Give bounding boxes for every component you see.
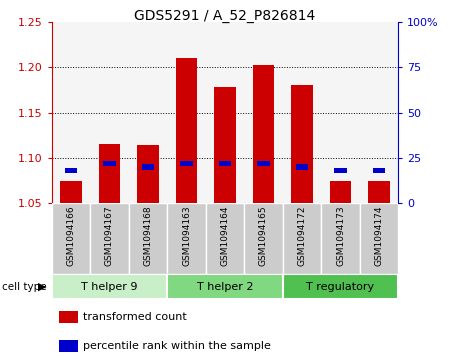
Bar xyxy=(142,164,154,170)
Bar xyxy=(292,85,313,203)
Bar xyxy=(180,160,193,166)
Bar xyxy=(90,22,129,203)
Text: transformed count: transformed count xyxy=(83,312,187,322)
Bar xyxy=(283,203,321,274)
Bar xyxy=(206,203,244,274)
Bar xyxy=(321,203,360,274)
Bar xyxy=(129,22,167,203)
Bar xyxy=(58,340,78,352)
Bar xyxy=(167,22,206,203)
Text: GSM1094168: GSM1094168 xyxy=(144,205,153,266)
Text: GSM1094173: GSM1094173 xyxy=(336,205,345,266)
Text: GSM1094165: GSM1094165 xyxy=(259,205,268,266)
Bar xyxy=(137,145,158,203)
Bar xyxy=(253,65,274,203)
Text: GSM1094166: GSM1094166 xyxy=(67,205,76,266)
Text: T helper 9: T helper 9 xyxy=(81,282,138,292)
Text: percentile rank within the sample: percentile rank within the sample xyxy=(83,341,271,351)
Text: cell type: cell type xyxy=(2,282,47,292)
Bar xyxy=(52,22,90,203)
Bar xyxy=(176,58,197,203)
Bar xyxy=(60,181,81,203)
Bar xyxy=(167,274,283,299)
Bar xyxy=(219,160,231,166)
Bar xyxy=(283,274,398,299)
Bar xyxy=(330,181,351,203)
Bar xyxy=(244,22,283,203)
Text: GSM1094174: GSM1094174 xyxy=(374,205,383,266)
Bar xyxy=(52,203,90,274)
Bar xyxy=(206,22,244,203)
Text: GSM1094167: GSM1094167 xyxy=(105,205,114,266)
Bar xyxy=(360,203,398,274)
Text: T regulatory: T regulatory xyxy=(306,282,374,292)
Bar xyxy=(244,203,283,274)
Text: T helper 2: T helper 2 xyxy=(197,282,253,292)
Bar xyxy=(129,203,167,274)
Bar xyxy=(283,22,321,203)
Bar xyxy=(257,160,270,166)
Bar xyxy=(321,22,360,203)
Text: GDS5291 / A_52_P826814: GDS5291 / A_52_P826814 xyxy=(135,9,315,23)
Bar xyxy=(167,203,206,274)
Bar xyxy=(52,274,167,299)
Bar xyxy=(58,311,78,323)
Bar xyxy=(103,160,116,166)
Bar xyxy=(369,181,390,203)
Text: GSM1094163: GSM1094163 xyxy=(182,205,191,266)
Bar xyxy=(99,144,120,203)
Text: GSM1094172: GSM1094172 xyxy=(297,205,306,266)
Bar xyxy=(360,22,398,203)
Text: GSM1094164: GSM1094164 xyxy=(220,205,230,266)
Bar xyxy=(90,203,129,274)
Bar xyxy=(296,164,308,170)
Bar xyxy=(334,168,347,173)
Bar xyxy=(373,168,385,173)
Text: ▶: ▶ xyxy=(38,282,47,292)
Bar xyxy=(65,168,77,173)
Bar xyxy=(214,87,236,203)
